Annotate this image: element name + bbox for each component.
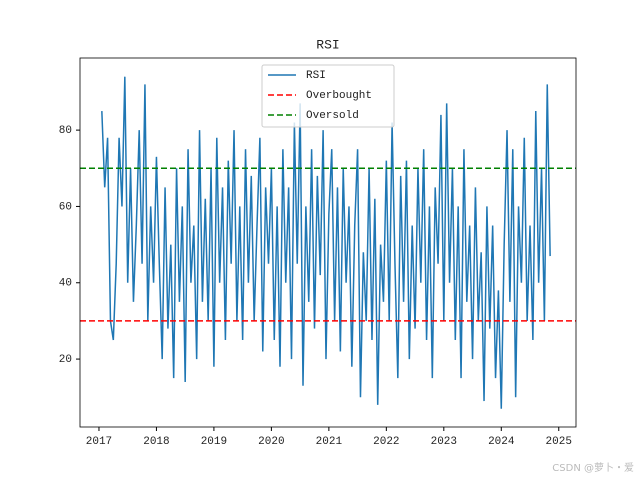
- rsi-line: [101, 76, 551, 409]
- y-tick-label: 40: [59, 278, 72, 290]
- legend-label: RSI: [306, 70, 326, 82]
- plot-frame: [79, 57, 577, 428]
- chart-title: RSI: [316, 37, 339, 52]
- legend-label: Oversold: [306, 110, 359, 122]
- x-tick-label: 2021: [316, 436, 343, 448]
- x-tick-label: 2017: [86, 436, 112, 448]
- y-tick-label: 80: [59, 125, 72, 137]
- y-tick-label: 20: [59, 354, 72, 366]
- legend-box: [261, 64, 395, 128]
- x-tick-label: 2025: [546, 436, 572, 448]
- x-tick-label: 2023: [431, 436, 457, 448]
- x-tick-label: 2019: [201, 436, 227, 448]
- x-tick-label: 2018: [143, 436, 169, 448]
- x-tick-label: 2020: [258, 436, 284, 448]
- legend-label: Overbought: [306, 90, 372, 102]
- y-tick-label: 60: [59, 201, 72, 213]
- x-tick-label: 2024: [488, 436, 515, 448]
- watermark: CSDN @萝卜・爱: [552, 461, 634, 474]
- x-tick-label: 2022: [373, 436, 399, 448]
